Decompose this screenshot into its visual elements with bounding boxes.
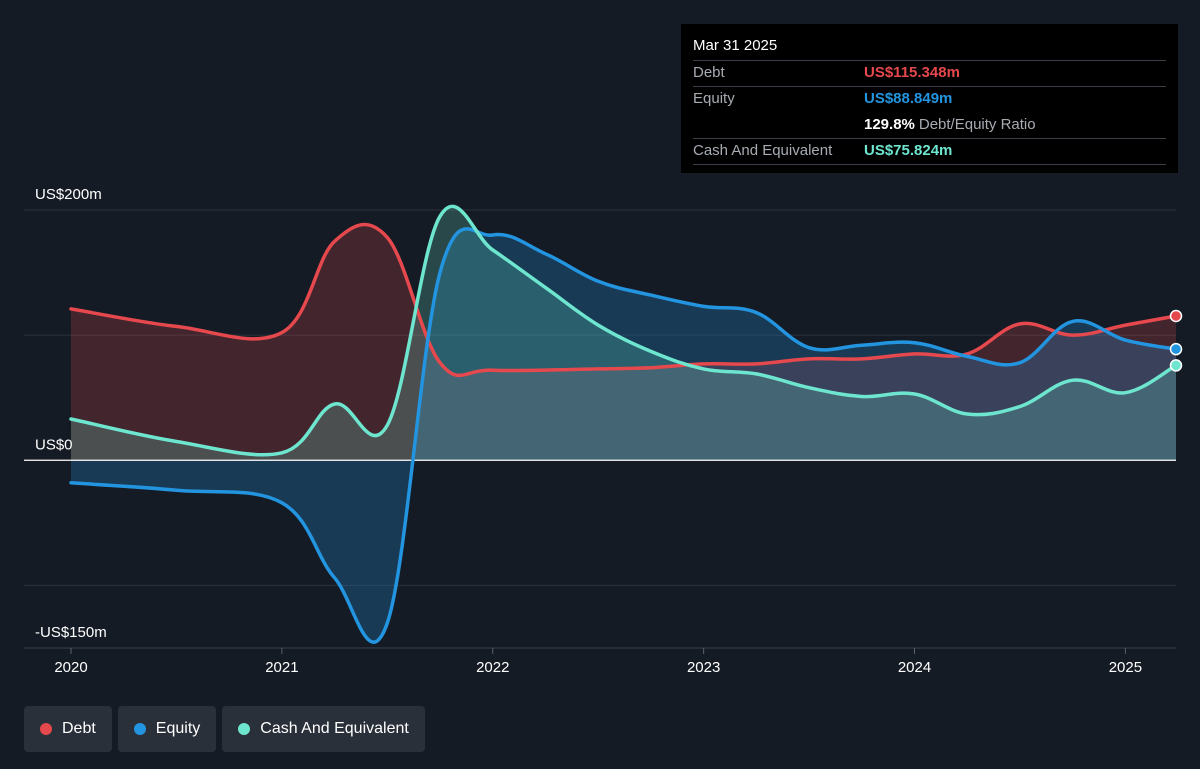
tooltip-equity-label: Equity xyxy=(693,90,735,107)
x-axis: 2020 2021 2022 2023 2024 2025 xyxy=(24,647,1176,676)
tooltip-row-debt: Debt US$115.348m xyxy=(693,60,1166,86)
debt-end-marker xyxy=(1169,309,1183,323)
tooltip-panel: Mar 31 2025 Debt US$115.348m Equity US$8… xyxy=(681,24,1178,173)
debt-area xyxy=(71,224,1176,461)
tooltip-equity-value: US$88.849m xyxy=(864,90,953,107)
tooltip-row-equity: Equity US$88.849m xyxy=(693,86,1166,112)
equity-end-marker xyxy=(1169,342,1183,356)
legend-item-debt[interactable]: Debt xyxy=(24,706,112,752)
y-tick-label: US$0 xyxy=(35,436,73,453)
series-end-markers xyxy=(1169,309,1183,372)
tooltip-date: Mar 31 2025 xyxy=(693,37,778,54)
cash-line xyxy=(69,204,1178,457)
equity-dot-icon xyxy=(133,723,146,735)
equity-area xyxy=(71,228,1176,643)
x-tick-label: 2025 xyxy=(1109,659,1142,676)
cash-dot-icon xyxy=(238,723,251,735)
y-tick-label: -US$150m xyxy=(35,624,107,641)
y-axis-labels: US$200m US$0 -US$150m xyxy=(35,186,107,641)
tooltip-debt-label: Debt xyxy=(693,64,725,81)
chart-legend: Debt Equity Cash And Equivalent xyxy=(24,706,425,752)
debt-dot-icon xyxy=(40,723,52,735)
x-tick-label: 2021 xyxy=(265,659,298,676)
legend-item-cash[interactable]: Cash And Equivalent xyxy=(222,706,425,752)
debt-line xyxy=(69,222,1178,378)
x-tick-label: 2024 xyxy=(898,659,931,676)
cash-end-marker xyxy=(1169,359,1183,372)
tooltip-cash-label: Cash And Equivalent xyxy=(693,142,833,159)
tooltip-ratio: 129.8% Debt/Equity Ratio xyxy=(864,113,1036,138)
legend-cash-label: Cash And Equivalent xyxy=(260,720,409,737)
x-tick-label: 2020 xyxy=(54,659,87,676)
series-lines xyxy=(69,204,1178,644)
tooltip-ratio-value: 129.8% xyxy=(864,116,915,133)
x-tick-label: 2023 xyxy=(687,659,720,676)
tooltip-debt-value: US$115.348m xyxy=(864,64,960,81)
y-tick-label: US$200m xyxy=(35,186,102,203)
cash-area xyxy=(71,206,1176,461)
tooltip-row-cash: Cash And Equivalent US$75.824m xyxy=(693,138,1166,165)
x-tick-label: 2022 xyxy=(476,659,509,676)
equity-line xyxy=(69,227,1178,644)
legend-equity-label: Equity xyxy=(155,720,201,737)
series-areas xyxy=(71,206,1176,643)
legend-item-equity[interactable]: Equity xyxy=(117,706,217,752)
tooltip-ratio-label: Debt/Equity Ratio xyxy=(918,116,1036,133)
tooltip-cash-value: US$75.824m xyxy=(864,142,953,159)
tooltip-ratio-spacer xyxy=(693,113,864,138)
tooltip-row-ratio: 129.8% Debt/Equity Ratio xyxy=(693,112,1166,138)
legend-debt-label: Debt xyxy=(62,720,96,737)
